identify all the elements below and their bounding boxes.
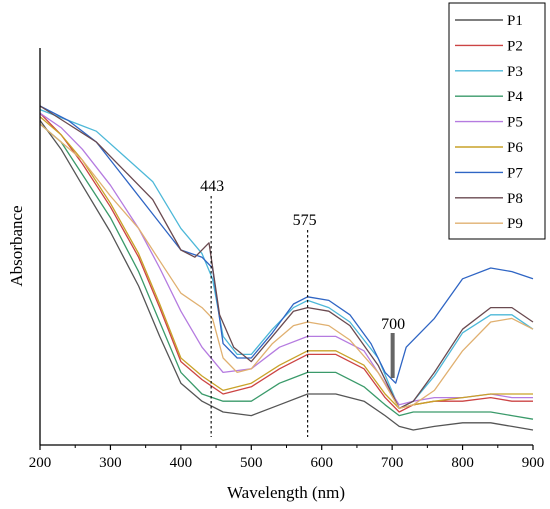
series-line-p2 [39, 112, 533, 413]
legend-label-p5: P5 [507, 115, 523, 131]
series-line-p8 [39, 105, 534, 410]
x-tick-label: 300 [99, 455, 122, 471]
series-line-p9 [39, 123, 534, 410]
legend-label-p8: P8 [507, 191, 523, 207]
annotation-marker-700 [390, 333, 395, 378]
x-tick-label: 900 [522, 455, 545, 471]
annotations: 443 575 700 [200, 178, 405, 437]
x-tick-label: 200 [29, 455, 52, 471]
x-tick-label: 700 [381, 455, 404, 471]
x-tick-label: 400 [170, 455, 193, 471]
series-line-p7 [39, 105, 534, 384]
y-axis-title: Absorbance [7, 205, 26, 286]
x-ticks: 200 300 400 500 600 700 800 900 [29, 445, 545, 471]
annotation-label-575: 575 [293, 212, 317, 229]
series-line-p4 [39, 123, 534, 420]
x-tick-label: 500 [240, 455, 263, 471]
legend-label-p6: P6 [507, 140, 523, 156]
x-tick-label: 600 [310, 455, 333, 471]
legend-label-p3: P3 [507, 64, 523, 80]
legend: P1 P2 P3 P4 P5 P6 P7 P8 P9 [448, 2, 546, 240]
series-line-p1 [39, 120, 534, 431]
annotation-label-700: 700 [381, 316, 405, 333]
plot-lines [39, 105, 534, 431]
annotation-label-443: 443 [200, 178, 224, 195]
x-axis-title: Wavelength (nm) [227, 483, 345, 502]
series-line-p5 [39, 112, 533, 406]
x-tick-label: 800 [451, 455, 474, 471]
legend-label-p9: P9 [507, 216, 523, 232]
series-line-p6 [39, 116, 533, 410]
legend-label-p7: P7 [507, 165, 523, 181]
legend-label-p2: P2 [507, 38, 523, 54]
legend-label-p4: P4 [507, 89, 523, 105]
legend-label-p1: P1 [507, 13, 523, 29]
